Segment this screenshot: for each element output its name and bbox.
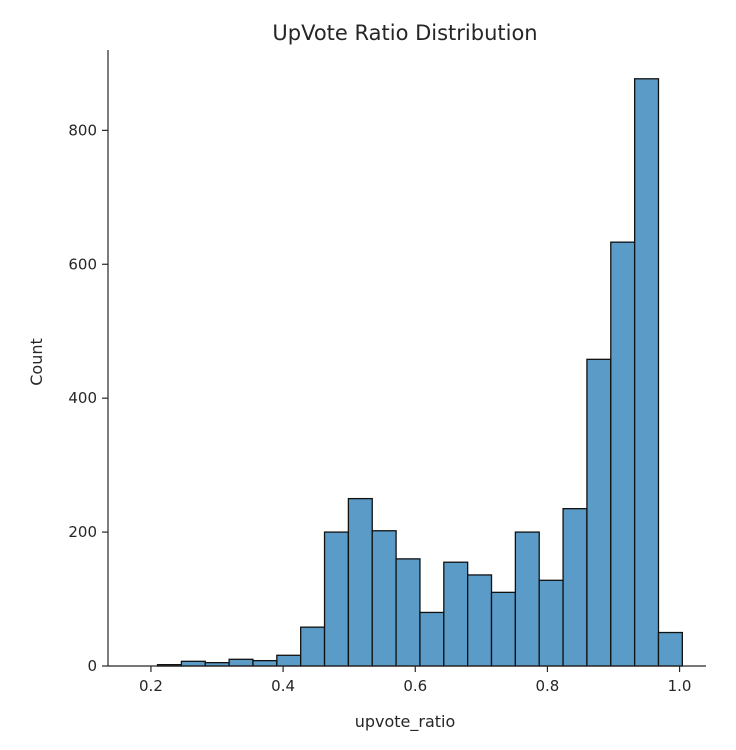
x-ticks: 0.2 0.4 0.6 0.8 1.0 — [139, 666, 691, 695]
histogram-bar — [252, 659, 278, 667]
x-tick-label: 0.6 — [403, 677, 427, 695]
x-tick-label: 0.8 — [535, 677, 559, 695]
histogram-bar — [610, 241, 636, 667]
histogram-bar — [443, 561, 469, 667]
histogram-bar — [633, 78, 660, 667]
histogram-bar — [347, 497, 373, 667]
histogram-bar — [514, 531, 540, 667]
y-tick-label: 0 — [87, 657, 97, 675]
histogram-bar — [300, 626, 326, 667]
y-tick-label: 200 — [68, 523, 97, 541]
x-tick-label: 1.0 — [668, 677, 692, 695]
x-tick-label: 0.2 — [139, 677, 163, 695]
histogram-bar — [657, 631, 683, 667]
y-tick-label: 400 — [68, 389, 97, 407]
x-tick-label: 0.4 — [271, 677, 295, 695]
histogram-bar — [467, 574, 493, 667]
histogram-bar — [276, 654, 302, 667]
y-axis-label: Count — [27, 338, 46, 386]
histogram-bar — [490, 591, 517, 667]
x-axis-label: upvote_ratio — [355, 712, 456, 732]
chart-title: UpVote Ratio Distribution — [272, 21, 537, 45]
y-tick-label: 600 — [68, 255, 97, 273]
histogram-bar — [180, 660, 206, 667]
histogram-bar — [323, 531, 350, 667]
histogram-bar — [371, 530, 397, 667]
histogram-bar — [419, 611, 445, 667]
histogram-bar — [395, 558, 421, 667]
histogram-bar — [538, 579, 564, 667]
histogram-bar — [562, 508, 588, 667]
histogram-bar — [586, 358, 612, 667]
bars-group — [156, 78, 683, 667]
y-ticks: 0 200 400 600 800 — [68, 121, 108, 675]
y-tick-label: 800 — [68, 121, 97, 139]
histogram-bar — [228, 658, 254, 667]
